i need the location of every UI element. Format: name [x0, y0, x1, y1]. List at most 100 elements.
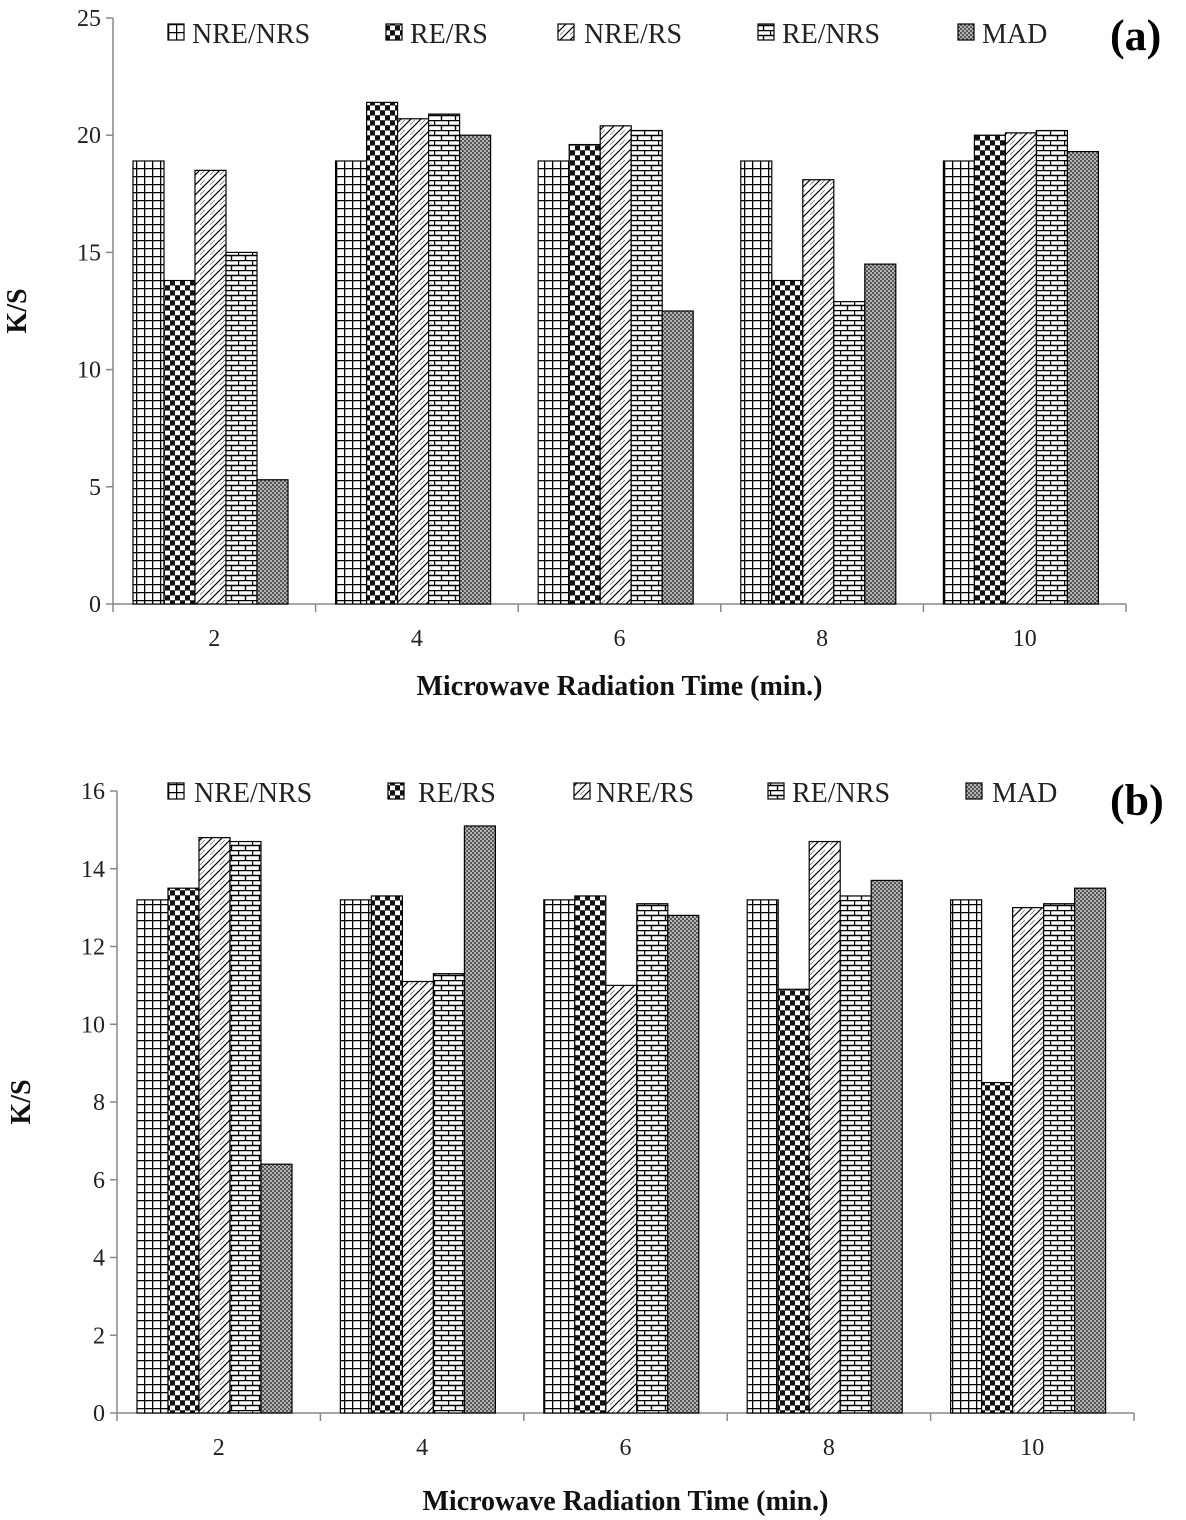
bar-nre-nrs-2 [132, 160, 165, 605]
x-axis-title: Microwave Radiation Time (min.) [417, 671, 823, 702]
x-tick-label: 8 [816, 626, 828, 652]
bar-nre-rs-8 [802, 179, 835, 605]
bar-nre-rs-8 [808, 840, 841, 1414]
bar-mad-10 [1073, 887, 1107, 1414]
bar-nre-nrs-8 [740, 160, 773, 605]
y-tick-label: 15 [77, 240, 101, 266]
x-tick-label: 10 [1020, 1435, 1044, 1461]
bar-re-nrs-2 [225, 251, 258, 605]
bar-nre-nrs-2 [136, 899, 169, 1414]
bar-re-rs-4 [366, 101, 399, 605]
y-tick-label: 6 [93, 1168, 105, 1194]
y-tick-label: 16 [81, 779, 105, 805]
y-tick-label: 0 [89, 592, 101, 618]
x-tick-label: 6 [620, 1435, 632, 1461]
x-tick-label: 6 [614, 626, 626, 652]
legend-swatch [167, 782, 185, 800]
bar-re-rs-6 [574, 895, 607, 1414]
y-axis-title: K/S [2, 288, 33, 333]
legend-label: RE/RS [410, 19, 488, 50]
bar-mad-2 [256, 479, 289, 605]
legend-swatch [757, 23, 775, 41]
chart-panel-b: 0 2 4 6 8 10 12 14 16 2 4 6 8 10 NRE/NRS RE/RS NRE/RS RE/… [6, 776, 1164, 1517]
legend-label: RE/NRS [792, 778, 890, 809]
x-tick-label: 4 [411, 626, 423, 652]
bar-re-nrs-8 [833, 301, 866, 605]
y-tick-label: 10 [77, 358, 101, 384]
panel-label: (b) [1110, 776, 1164, 825]
x-tick-label: 8 [823, 1435, 835, 1461]
legend-label: MAD [992, 778, 1057, 809]
y-tick-label: 20 [77, 123, 101, 149]
y-tick-label: 14 [81, 857, 105, 883]
legend-label: NRE/NRS [192, 19, 310, 50]
bar-mad-6 [667, 914, 700, 1414]
bar-mad-4 [463, 825, 496, 1414]
bar-nre-rs-4 [401, 980, 434, 1414]
bar-re-rs-8 [777, 988, 810, 1414]
bar-re-rs-2 [167, 887, 200, 1414]
bar-re-nrs-4 [432, 973, 465, 1414]
bar-nre-rs-4 [397, 118, 430, 605]
bar-re-nrs-10 [1035, 129, 1069, 605]
x-tick-label: 4 [416, 1435, 428, 1461]
y-tick-label: 10 [81, 1012, 105, 1038]
panel-label: (a) [1110, 11, 1161, 60]
bar-re-rs-10 [980, 1081, 1014, 1414]
legend-swatch [957, 23, 975, 41]
bar-re-nrs-10 [1042, 903, 1076, 1414]
legend-label: MAD [982, 19, 1047, 50]
x-tick-label: 2 [213, 1435, 225, 1461]
y-tick-label: 2 [93, 1323, 105, 1349]
y-tick-label: 12 [81, 935, 105, 961]
x-tick-label: 10 [1013, 626, 1037, 652]
bar-mad-2 [260, 1163, 293, 1414]
y-axis-title: K/S [6, 1079, 37, 1124]
bar-re-nrs-6 [636, 903, 669, 1414]
bar-re-nrs-6 [630, 129, 663, 605]
bar-nre-nrs-6 [543, 899, 576, 1414]
bar-mad-4 [459, 134, 492, 605]
legend-label: RE/RS [418, 778, 496, 809]
bar-nre-rs-2 [198, 837, 231, 1414]
legend-label: RE/NRS [782, 19, 880, 50]
bar-re-nrs-8 [839, 895, 872, 1414]
bar-mad-6 [661, 310, 694, 605]
bar-nre-rs-6 [599, 125, 632, 605]
legend-swatch [573, 782, 591, 800]
bar-mad-8 [864, 263, 897, 605]
legend-label: NRE/RS [596, 778, 694, 809]
bar-re-nrs-4 [428, 113, 461, 605]
bar-mad-8 [870, 879, 903, 1414]
bar-re-rs-10 [973, 134, 1007, 605]
x-axis-title: Microwave Radiation Time (min.) [423, 1486, 829, 1517]
legend-label: NRE/RS [584, 19, 682, 50]
bar-nre-nrs-10 [949, 899, 983, 1414]
y-tick-label: 8 [93, 1090, 105, 1116]
bar-nre-nrs-4 [339, 899, 372, 1414]
bar-nre-rs-10 [1011, 907, 1045, 1414]
legend-swatch [965, 782, 983, 800]
bar-re-rs-8 [771, 279, 804, 605]
bar-nre-rs-10 [1004, 132, 1038, 605]
bar-mad-10 [1066, 151, 1100, 605]
bar-re-rs-2 [163, 279, 196, 605]
bar-nre-nrs-4 [335, 160, 368, 605]
y-tick-label: 25 [77, 6, 101, 32]
bar-nre-rs-6 [605, 984, 638, 1414]
y-tick-label: 0 [93, 1401, 105, 1427]
legend-swatch [385, 23, 403, 41]
chart-panel-a: 0 5 10 15 20 25 2 4 6 8 10 NRE/NRS RE/RS NRE/RS RE/NRS… [2, 6, 1161, 702]
bar-nre-nrs-10 [942, 160, 976, 605]
y-tick-label: 5 [89, 475, 101, 501]
bar-re-rs-4 [370, 895, 403, 1414]
x-tick-label: 2 [208, 626, 220, 652]
bar-nre-rs-2 [194, 169, 227, 605]
y-tick-label: 4 [93, 1246, 105, 1272]
bar-nre-nrs-6 [537, 160, 570, 605]
legend-swatch [167, 23, 185, 41]
legend-swatch [557, 23, 575, 41]
legend-swatch [387, 782, 405, 800]
